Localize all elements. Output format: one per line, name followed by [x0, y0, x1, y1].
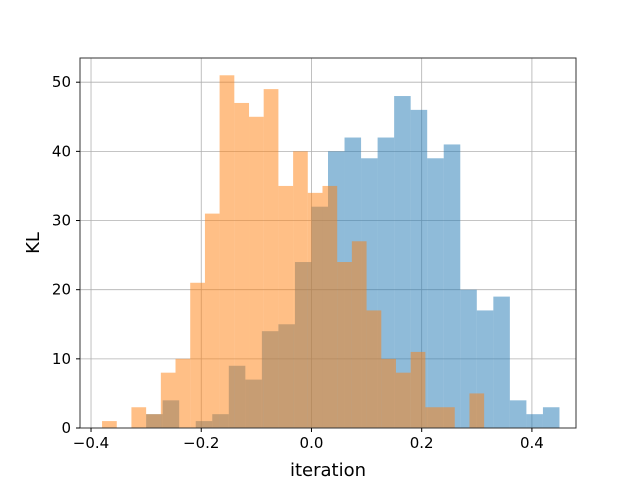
histogram-bar — [394, 96, 411, 428]
x-tick-label: −0.4 — [73, 434, 109, 452]
histogram-bar — [410, 351, 426, 428]
y-axis-label: KL — [23, 232, 44, 254]
y-tick-label: 30 — [52, 212, 71, 230]
histogram-bar — [425, 407, 441, 428]
histogram-bar — [395, 372, 411, 428]
x-axis-label: iteration — [290, 460, 366, 480]
histogram-bar — [293, 151, 308, 428]
x-tick-label: 0.0 — [300, 434, 324, 452]
x-tick-label: −0.2 — [183, 434, 219, 452]
histogram-bar — [249, 116, 264, 429]
histogram-bar — [102, 421, 117, 428]
histogram-bar — [542, 407, 560, 428]
y-tick-label: 50 — [52, 73, 71, 91]
y-tick-label: 10 — [52, 350, 71, 368]
y-tick-label: 40 — [52, 142, 71, 160]
histogram-bar — [234, 102, 250, 428]
histogram-bar — [219, 75, 235, 428]
histogram-bar — [377, 137, 395, 428]
histogram-bar — [175, 358, 191, 428]
histogram-bar — [493, 296, 510, 428]
histogram-bar — [278, 185, 294, 428]
histogram-bar — [204, 213, 220, 428]
x-tick-label: 0.2 — [410, 434, 434, 452]
histogram-bar — [190, 282, 205, 428]
histogram-bar — [427, 158, 444, 428]
histogram-bar — [410, 109, 428, 429]
y-tick-label: 0 — [61, 419, 71, 437]
histogram-bar — [526, 414, 543, 428]
histogram-bar — [443, 144, 461, 428]
histogram-bar — [307, 192, 323, 428]
y-tick-label: 20 — [52, 281, 71, 299]
histogram-bar — [322, 185, 338, 428]
histogram-bar — [146, 414, 161, 428]
histogram-bar — [381, 358, 396, 428]
histogram-bar — [351, 241, 367, 428]
histogram-bar — [366, 310, 382, 428]
histogram-bar — [440, 407, 455, 428]
histogram-bar — [337, 262, 352, 428]
histogram-bar — [131, 407, 147, 428]
histogram-bars — [102, 75, 560, 429]
histogram-series-2 — [102, 75, 485, 429]
histogram-bar — [160, 372, 176, 428]
plot-frame — [79, 57, 577, 429]
histogram-bar — [263, 89, 279, 429]
histogram-bar — [509, 400, 527, 428]
histogram-bar — [469, 393, 485, 428]
axis-ticks: −0.4 −0.2 0.0 0.2 0.4 0 10 20 30 40 50 — [52, 73, 544, 452]
x-tick-label: 0.4 — [520, 434, 544, 452]
